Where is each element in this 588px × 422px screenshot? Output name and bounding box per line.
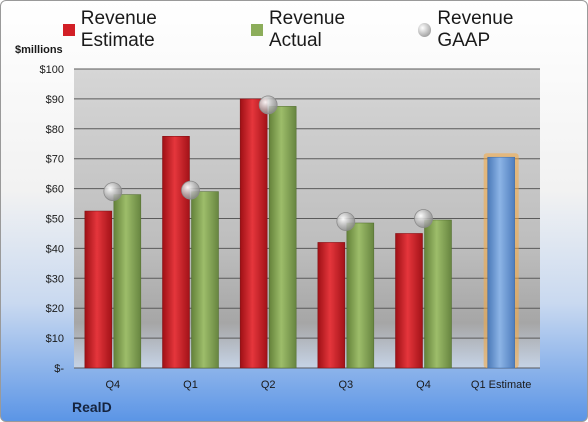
bar-estimate [162,136,190,369]
x-tick-label: Q3 [338,379,353,391]
gaap-marker [414,209,433,228]
y-tick-label: $60 [46,184,64,196]
gaap-marker [258,95,278,115]
y-tick-label: $20 [46,303,64,315]
bar-estimate [317,242,346,369]
bar-actual [268,106,297,369]
legend-label-gaap: Revenue GAAP [437,8,514,51]
legend-item-estimate: Revenue Estimate [63,8,233,52]
actual-swatch [251,24,263,36]
y-tick-label: $90 [46,94,64,106]
y-tick-label: $50 [46,214,64,226]
bar-actual [424,219,452,369]
y-tick-label: $30 [46,273,64,285]
x-axis-ticks: Q4 Q1 Q2 Q3 Q4 Q1 Estimate [105,379,531,391]
legend-item-gaap: Revenue GAAP [417,8,569,52]
unit-label: $millions [15,44,63,56]
y-tick-label: $- [54,363,64,375]
bar-actual [191,191,219,369]
bar-estimate [239,98,268,369]
estimate-swatch [63,24,75,36]
x-tick-label: Q1 [183,379,198,391]
y-tick-label: $100 [40,64,64,76]
bar-actual [113,194,142,369]
legend: Revenue Estimate Revenue Actual Revenue … [63,8,587,51]
gridlines [74,68,540,369]
bar-actual [346,222,375,369]
bars [84,98,519,369]
x-tick-label: Q1 Estimate [471,379,532,391]
x-tick-label: Q2 [261,379,276,391]
bar-estimate [395,233,423,369]
bar-estimate-forecast [487,156,515,369]
y-tick-label: $80 [46,124,64,136]
gaap-marker [181,180,200,200]
legend-item-actual: Revenue Actual [251,8,399,52]
legend-label-actual: Revenue Actual [268,8,346,51]
bar-estimate [84,210,113,369]
x-tick-label: Q4 [416,379,431,391]
y-axis-ticks: $- $10 $20 $30 $40 $50 $60 $70 $80 $90 $100 [40,64,65,375]
gaap-marker-swatch [417,23,432,37]
y-tick-label: $40 [46,243,64,255]
gaap-markers [103,95,433,231]
y-tick-label: $10 [46,333,64,345]
y-tick-label: $70 [46,154,64,166]
gaap-marker [336,212,356,231]
gaap-marker [103,182,123,201]
legend-label-estimate: Revenue Estimate [80,8,157,51]
company-name: RealD [72,399,112,415]
x-tick-label: Q4 [105,379,120,391]
